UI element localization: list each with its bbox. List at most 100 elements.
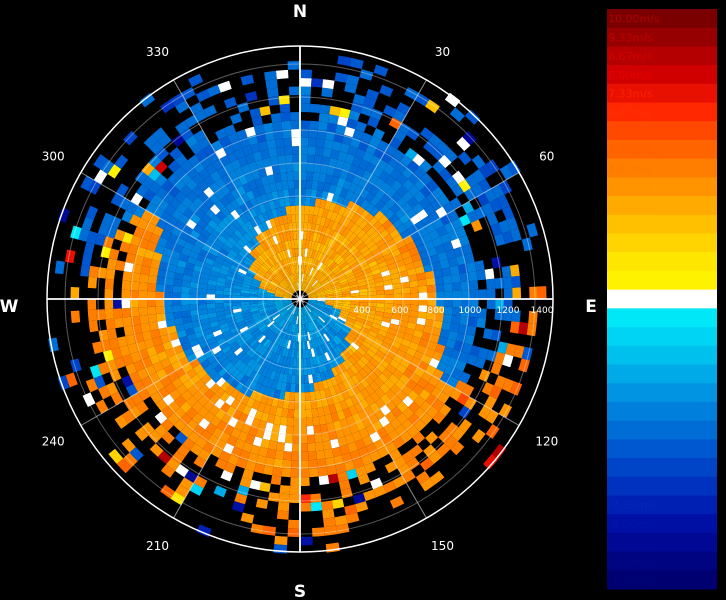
velocity-cell: [382, 104, 397, 118]
velocity-cell: [257, 254, 266, 263]
velocity-cell: [286, 303, 294, 310]
velocity-cell: [379, 383, 391, 394]
velocity-cell: [280, 329, 287, 338]
velocity-cell: [319, 199, 327, 209]
velocity-cell: [399, 358, 411, 369]
velocity-cell: [424, 318, 435, 328]
velocity-cell: [240, 394, 250, 406]
velocity-cell: [389, 495, 405, 509]
velocity-cell: [236, 350, 246, 360]
velocity-cell: [364, 337, 374, 346]
velocity-cell: [333, 132, 344, 144]
colorbar-label: -9.33m/s: [608, 555, 657, 568]
velocity-cell: [521, 237, 533, 252]
velocity-cell: [295, 375, 300, 384]
velocity-cell: [321, 500, 334, 511]
velocity-cell: [338, 479, 351, 491]
velocity-cell: [388, 373, 400, 385]
velocity-cell: [232, 302, 241, 307]
velocity-cell: [420, 400, 433, 413]
velocity-cell: [373, 337, 384, 346]
velocity-cell: [434, 276, 444, 285]
velocity-cell: [308, 468, 319, 478]
velocity-cell: [310, 279, 318, 287]
velocity-cell: [486, 299, 496, 310]
velocity-cell: [310, 311, 318, 319]
velocity-cell: [310, 365, 316, 375]
velocity-cell: [306, 171, 314, 181]
velocity-cell: [260, 193, 269, 204]
velocity-cell: [300, 86, 312, 96]
colorbar-label: 0.67m/s: [608, 275, 653, 288]
velocity-cell: [269, 282, 278, 288]
velocity-cell: [274, 293, 284, 297]
velocity-cell: [283, 296, 292, 299]
velocity-cell: [333, 384, 342, 395]
velocity-cell: [187, 154, 201, 167]
velocity-cell: [401, 384, 413, 396]
velocity-cell: [307, 214, 314, 224]
velocity-cell: [384, 208, 395, 220]
velocity-cell: [254, 318, 264, 325]
velocity-cell: [281, 180, 289, 190]
velocity-cell: [328, 275, 337, 282]
velocity-cell: [335, 159, 345, 170]
velocity-cell: [162, 192, 175, 205]
velocity-cell: [354, 402, 364, 413]
velocity-cell: [209, 383, 221, 394]
velocity-cell: [367, 116, 380, 129]
velocity-cell: [336, 177, 346, 188]
colorbar-label: 2.00m/s: [608, 237, 653, 250]
velocity-cell: [341, 307, 350, 313]
velocity-cell: [336, 256, 345, 265]
velocity-cell: [372, 318, 383, 326]
velocity-cell: [200, 429, 213, 442]
velocity-cell: [297, 282, 300, 291]
velocity-cell: [255, 428, 265, 439]
velocity-cell: [318, 263, 325, 272]
velocity-cell: [331, 394, 340, 405]
bearing-label: 30: [435, 45, 450, 59]
velocity-cell: [119, 345, 131, 357]
velocity-cell: [242, 441, 253, 453]
velocity-cell: [278, 242, 285, 252]
velocity-cell: [268, 96, 280, 106]
velocity-cell: [181, 280, 191, 288]
velocity-cell: [279, 337, 285, 347]
velocity-cell: [294, 307, 298, 316]
velocity-cell: [278, 271, 286, 280]
velocity-cell: [113, 299, 122, 309]
velocity-cell: [477, 308, 487, 319]
velocity-cell: [232, 305, 242, 310]
velocity-cell: [365, 442, 378, 455]
velocity-cell: [154, 173, 168, 187]
velocity-cell: [395, 349, 407, 359]
velocity-cell: [235, 317, 245, 324]
velocity-cell: [334, 515, 348, 526]
velocity-cell: [509, 381, 523, 396]
velocity-cell: [329, 240, 338, 250]
velocity-cell: [310, 249, 316, 259]
velocity-cell: [459, 272, 470, 283]
velocity-cell: [217, 80, 232, 93]
velocity-cell: [156, 313, 166, 322]
velocity-cell: [155, 283, 165, 292]
velocity-cell: [348, 405, 358, 416]
velocity-cell: [278, 328, 285, 337]
velocity-cell: [399, 213, 411, 225]
velocity-cell: [253, 205, 262, 216]
velocity-cell: [296, 282, 299, 291]
velocity-cell: [344, 269, 354, 276]
velocity-cell: [276, 336, 283, 346]
velocity-cell: [328, 430, 338, 441]
velocity-cell: [326, 165, 336, 176]
velocity-cell: [264, 274, 273, 281]
velocity-cell: [114, 356, 126, 370]
velocity-cell: [342, 425, 352, 437]
velocity-cell: [300, 409, 307, 418]
velocity-cell: [288, 222, 293, 232]
velocity-cell: [188, 73, 204, 87]
velocity-cell: [436, 141, 451, 155]
velocity-cell: [316, 296, 326, 299]
velocity-cell: [423, 382, 436, 394]
